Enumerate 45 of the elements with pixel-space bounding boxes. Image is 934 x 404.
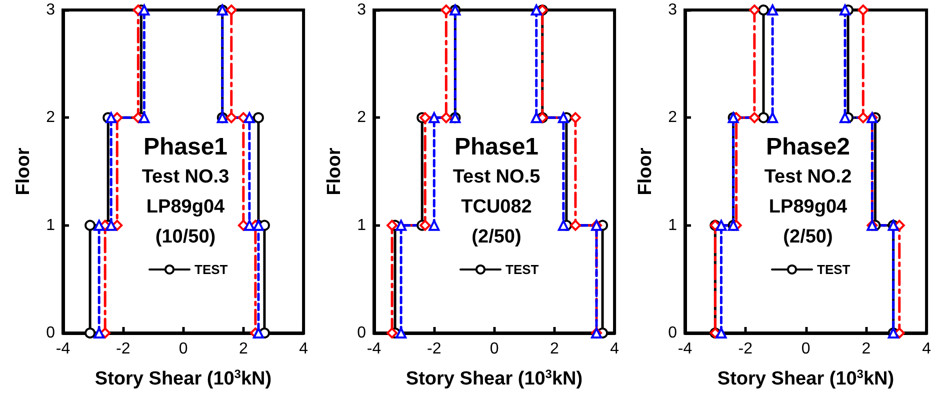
annotation: Phase1 [143,134,228,160]
y-tick-label: 3 [357,2,366,18]
annotation: LP89g04 [768,196,848,218]
y-tick-label: 1 [357,216,366,234]
x-tick-label: 0 [801,340,810,358]
y-axis-title: Floor [635,147,656,196]
x-tick-label: 4 [922,340,932,358]
legend-label: TEST [506,262,539,277]
x-tick-label: 2 [238,340,248,358]
annotation: Test NO.3 [142,166,230,188]
x-tick-label: -2 [116,340,130,358]
annotation: Phase1 [454,134,539,160]
annotation: Test NO.2 [764,166,852,188]
x-tick-label: -4 [678,340,692,358]
y-tick-label: 2 [46,109,56,126]
y-axis-title: Floor [324,147,345,196]
y-tick-label: 0 [357,324,366,342]
annotation: TCU082 [461,196,532,218]
annotation: Test NO.5 [452,166,541,188]
annotation: (2/50) [472,226,522,248]
y-tick-label: 1 [46,216,56,234]
y-tick-label: 3 [668,2,678,18]
y-tick-label: 2 [357,109,366,126]
y-tick-label: 1 [668,216,678,234]
y-tick-label: 0 [46,324,56,342]
y-tick-label: 0 [668,324,678,342]
x-tick-label: 2 [550,340,559,358]
annotation: Phase2 [766,134,850,160]
x-tick-label: 4 [610,340,620,358]
annotation: LP89g04 [146,196,226,218]
annotation: (10/50) [155,226,216,248]
x-tick-label: 4 [299,340,308,358]
x-tick-label: -2 [427,340,442,358]
x-tick-label: 0 [178,340,188,358]
x-tick-label: -4 [366,340,382,358]
legend-label: TEST [194,262,228,277]
x-tick-label: 0 [490,340,499,358]
x-tick-label: 2 [862,340,871,358]
x-tick-label: -2 [738,340,753,358]
y-tick-label: 2 [668,109,678,126]
y-tick-label: 3 [46,2,56,18]
annotation: (2/50) [783,226,833,248]
legend-label: TEST [817,262,850,277]
y-axis-title: Floor [13,147,34,196]
x-tick-label: -4 [56,340,70,358]
